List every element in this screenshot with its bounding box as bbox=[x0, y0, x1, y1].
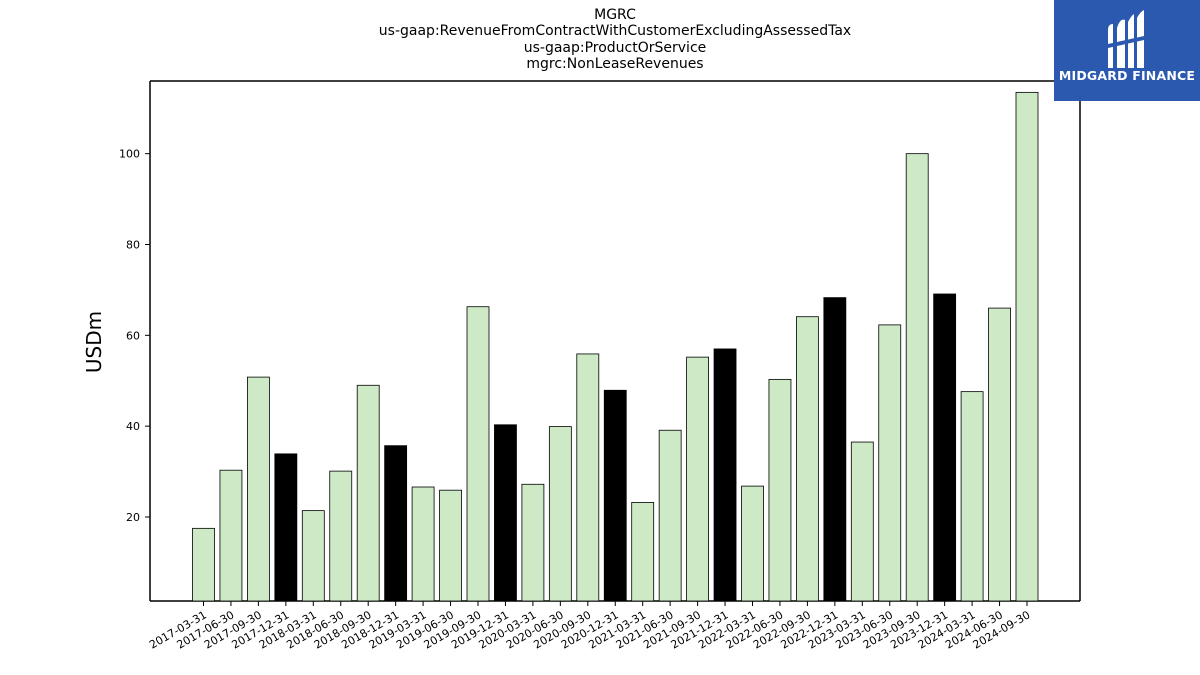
bar-2019-03-31 bbox=[411, 486, 435, 602]
y-tick-label: 80 bbox=[126, 238, 140, 251]
bar-2024-09-30 bbox=[1015, 91, 1039, 602]
bar-2021-09-30 bbox=[686, 356, 709, 602]
bar-2020-03-31 bbox=[521, 483, 545, 602]
chart-title-line-3: us-gaap:ProductOrService bbox=[523, 40, 707, 56]
bar-2022-03-31 bbox=[741, 485, 764, 602]
bar-2019-09-30 bbox=[466, 306, 490, 602]
bar-2018-06-30 bbox=[329, 470, 353, 602]
y-axis-label: USDm bbox=[82, 311, 106, 373]
bar-2017-09-30 bbox=[246, 376, 270, 602]
bar-2024-06-30 bbox=[988, 307, 1011, 602]
brand-logo: MIDGARD FINANCE bbox=[1054, 0, 1200, 101]
bar-2017-06-30 bbox=[219, 469, 243, 602]
bar-2021-12-31 bbox=[713, 348, 737, 602]
bar-2023-06-30 bbox=[878, 324, 902, 602]
y-tick-label: 100 bbox=[119, 148, 140, 161]
bar-2018-12-31 bbox=[384, 445, 408, 602]
bar-2018-09-30 bbox=[356, 384, 380, 602]
bar-2022-12-31 bbox=[823, 297, 847, 602]
y-tick-label: 20 bbox=[126, 511, 140, 524]
bar-2023-09-30 bbox=[905, 153, 929, 602]
chart-title-line-4: mgrc:NonLeaseRevenues bbox=[526, 56, 704, 72]
bar-2017-03-31 bbox=[192, 527, 215, 602]
chart-title-line-2: us-gaap:RevenueFromContractWithCustomerE… bbox=[378, 23, 852, 39]
bar-2019-12-31 bbox=[494, 424, 517, 602]
bar-2020-09-30 bbox=[576, 353, 600, 602]
bar-2024-03-31 bbox=[960, 391, 984, 602]
y-tick-label: 60 bbox=[126, 329, 140, 342]
logo-text: MIDGARD FINANCE bbox=[1058, 68, 1196, 83]
bar-2023-12-31 bbox=[933, 293, 957, 602]
bar-2019-06-30 bbox=[439, 489, 462, 602]
bar-2020-06-30 bbox=[548, 426, 572, 602]
bar-2020-12-31 bbox=[603, 389, 627, 602]
bar-2018-03-31 bbox=[301, 510, 325, 602]
chart-title-line-1: MGRC bbox=[594, 7, 636, 23]
bar-2023-03-31 bbox=[850, 441, 874, 602]
bar-2022-09-30 bbox=[796, 316, 819, 602]
bar-2021-06-30 bbox=[658, 429, 682, 602]
y-tick-label: 40 bbox=[126, 420, 140, 433]
bar-2017-12-31 bbox=[274, 453, 298, 602]
logo-mark-icon bbox=[1108, 10, 1144, 68]
bar-2022-06-30 bbox=[768, 378, 792, 602]
bar-2021-03-31 bbox=[631, 502, 655, 602]
